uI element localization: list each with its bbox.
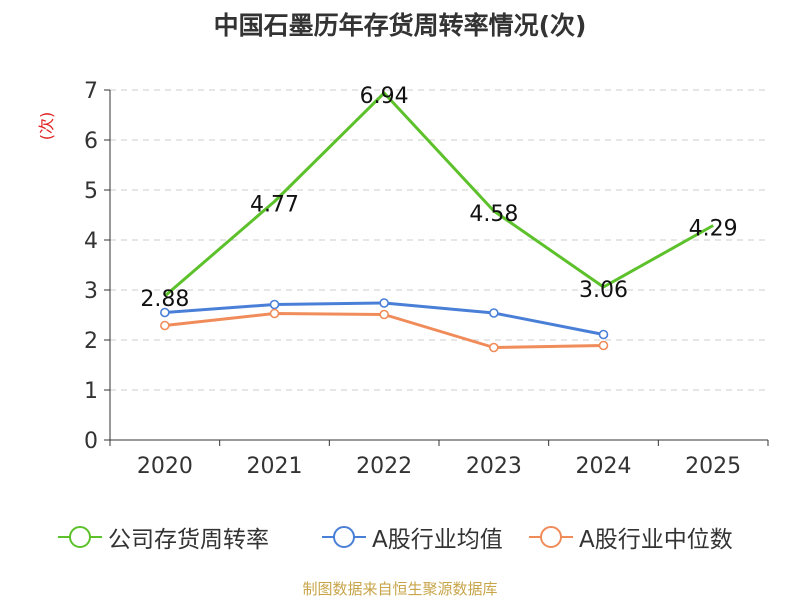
axes: 0 1 2 3 4 5 6 7 2020 2021 2022 2023 2024 2025 (次) xyxy=(37,79,769,479)
x-tick-label: 2020 xyxy=(137,454,193,479)
legend-item[interactable]: 公司存货周转率 xyxy=(58,520,269,554)
series-point xyxy=(489,308,499,318)
series-point xyxy=(598,340,609,351)
series-point xyxy=(269,308,280,319)
data-label: 3.06 xyxy=(579,278,628,303)
series-lines xyxy=(160,91,714,353)
series-line-0 xyxy=(163,91,714,298)
legend: 公司存货周转率 A股行业均值 A股行业中位数 xyxy=(0,520,800,554)
series-point xyxy=(269,299,280,310)
series-point xyxy=(379,309,389,320)
y-tick-label: 0 xyxy=(84,429,98,454)
data-label: 4.29 xyxy=(689,217,738,242)
y-tick-label: 1 xyxy=(84,379,98,404)
y-tick-label: 7 xyxy=(84,79,98,104)
y-axis-label: (次) xyxy=(37,112,56,141)
legend-label: A股行业均值 xyxy=(372,527,503,553)
data-label: 6.94 xyxy=(360,84,409,109)
x-tick-label: 2025 xyxy=(685,454,741,479)
x-tick-label: 2022 xyxy=(356,454,412,479)
grid-lines xyxy=(110,89,768,391)
y-tick-label: 5 xyxy=(84,179,98,204)
series-point xyxy=(598,329,609,340)
x-tick-label: 2024 xyxy=(576,454,632,479)
source-note: 制图数据来自恒生聚源数据库 xyxy=(302,580,498,598)
legend-label: A股行业中位数 xyxy=(579,527,733,553)
x-tick-label: 2023 xyxy=(466,454,522,479)
series-point xyxy=(489,342,499,353)
y-tick-label: 6 xyxy=(84,129,98,154)
y-tick-label: 3 xyxy=(84,279,98,304)
data-label: 4.58 xyxy=(469,202,518,227)
legend-swatch-icon xyxy=(529,526,573,548)
legend-item[interactable]: A股行业中位数 xyxy=(529,520,733,554)
data-label: 4.77 xyxy=(250,193,299,218)
series-point xyxy=(160,307,170,318)
legend-label: 公司存货周转率 xyxy=(108,527,269,553)
legend-swatch-icon xyxy=(58,526,102,548)
series-point xyxy=(379,298,389,308)
chart-title: 中国石墨历年存货周转率情况(次) xyxy=(213,11,587,40)
x-tick-label: 2021 xyxy=(247,454,303,479)
data-labels: 2.88 4.77 6.94 4.58 3.06 4.29 xyxy=(140,84,737,312)
legend-swatch-icon xyxy=(322,526,366,548)
data-label: 2.88 xyxy=(140,287,189,312)
legend-item[interactable]: A股行业均值 xyxy=(322,520,503,554)
y-tick-label: 2 xyxy=(84,329,98,354)
series-point xyxy=(160,320,170,331)
y-tick-label: 4 xyxy=(84,229,98,254)
